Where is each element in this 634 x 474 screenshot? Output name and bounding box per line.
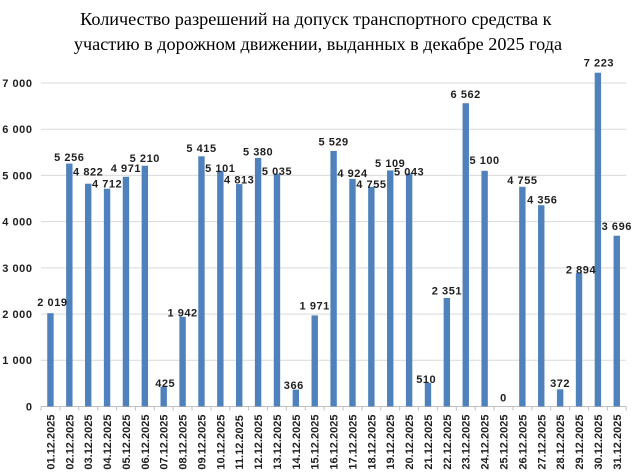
- svg-text:22.12.2025: 22.12.2025: [442, 415, 454, 470]
- svg-text:3 000: 3 000: [2, 263, 32, 275]
- svg-text:1 942: 1 942: [167, 308, 197, 320]
- svg-text:5 100: 5 100: [469, 155, 499, 167]
- svg-text:04.12.2025: 04.12.2025: [102, 415, 114, 470]
- svg-text:16.12.2025: 16.12.2025: [329, 415, 341, 470]
- svg-text:4 755: 4 755: [507, 175, 537, 187]
- svg-text:4 356: 4 356: [527, 195, 557, 207]
- svg-text:19.12.2025: 19.12.2025: [385, 415, 397, 470]
- svg-text:08.12.2025: 08.12.2025: [178, 415, 190, 470]
- svg-text:425: 425: [155, 378, 175, 390]
- svg-text:31.12.2025: 31.12.2025: [612, 415, 624, 470]
- svg-text:0: 0: [500, 392, 507, 404]
- svg-text:4 822: 4 822: [73, 166, 103, 178]
- svg-text:510: 510: [416, 374, 436, 386]
- svg-text:02.12.2025: 02.12.2025: [64, 415, 76, 470]
- svg-text:3 696: 3 696: [602, 221, 632, 233]
- svg-text:4 000: 4 000: [2, 217, 32, 229]
- svg-text:5 000: 5 000: [2, 170, 32, 182]
- svg-text:5 210: 5 210: [130, 153, 160, 165]
- svg-text:30.12.2025: 30.12.2025: [593, 415, 605, 470]
- svg-text:4 712: 4 712: [92, 179, 122, 191]
- svg-text:13.12.2025: 13.12.2025: [272, 415, 284, 470]
- svg-text:5 109: 5 109: [375, 158, 405, 170]
- svg-text:5 415: 5 415: [186, 143, 216, 155]
- svg-text:20.12.2025: 20.12.2025: [404, 415, 416, 470]
- svg-text:7 000: 7 000: [2, 78, 32, 90]
- svg-text:372: 372: [550, 378, 570, 390]
- svg-text:1 000: 1 000: [2, 355, 32, 367]
- svg-text:0: 0: [26, 401, 33, 413]
- svg-text:5 380: 5 380: [243, 147, 273, 159]
- svg-text:11.12.2025: 11.12.2025: [234, 415, 246, 469]
- svg-text:21.12.2025: 21.12.2025: [423, 415, 435, 470]
- svg-text:4 813: 4 813: [224, 175, 254, 187]
- svg-text:15.12.2025: 15.12.2025: [310, 415, 322, 470]
- svg-text:6 000: 6 000: [2, 124, 32, 136]
- svg-text:14.12.2025: 14.12.2025: [291, 415, 303, 470]
- svg-text:17.12.2025: 17.12.2025: [348, 415, 360, 470]
- svg-text:07.12.2025: 07.12.2025: [159, 415, 171, 470]
- svg-text:18.12.2025: 18.12.2025: [366, 415, 378, 470]
- svg-text:6 562: 6 562: [451, 89, 481, 101]
- svg-text:5 035: 5 035: [262, 166, 292, 178]
- svg-text:09.12.2025: 09.12.2025: [197, 415, 209, 470]
- svg-text:5 529: 5 529: [318, 137, 348, 149]
- svg-text:2 000: 2 000: [2, 309, 32, 321]
- svg-text:01.12.2025: 01.12.2025: [45, 415, 57, 470]
- svg-text:28.12.2025: 28.12.2025: [555, 415, 567, 470]
- svg-text:2 894: 2 894: [566, 264, 597, 276]
- svg-text:23.12.2025: 23.12.2025: [461, 415, 473, 470]
- svg-text:29.12.2025: 29.12.2025: [574, 415, 586, 470]
- svg-text:27.12.2025: 27.12.2025: [536, 415, 548, 470]
- svg-text:5 101: 5 101: [205, 163, 235, 175]
- svg-text:1 971: 1 971: [300, 301, 330, 313]
- svg-text:5 043: 5 043: [394, 167, 424, 179]
- svg-text:12.12.2025: 12.12.2025: [253, 415, 265, 470]
- svg-text:участию в дорожном движении, в: участию в дорожном движении, выданных в …: [74, 34, 562, 54]
- svg-text:4 755: 4 755: [356, 179, 386, 191]
- svg-text:2 351: 2 351: [432, 285, 462, 297]
- svg-text:26.12.2025: 26.12.2025: [517, 415, 529, 470]
- svg-text:4 971: 4 971: [111, 163, 141, 175]
- svg-text:5 256: 5 256: [54, 152, 84, 164]
- svg-text:2 019: 2 019: [37, 297, 67, 309]
- svg-text:03.12.2025: 03.12.2025: [83, 415, 95, 470]
- svg-text:Количество разрешений на допус: Количество разрешений на допуск транспор…: [80, 9, 551, 29]
- svg-text:4 924: 4 924: [337, 168, 368, 180]
- svg-text:366: 366: [284, 380, 304, 392]
- svg-text:05.12.2025: 05.12.2025: [121, 415, 133, 470]
- svg-text:24.12.2025: 24.12.2025: [480, 415, 492, 470]
- svg-text:06.12.2025: 06.12.2025: [140, 415, 152, 470]
- svg-text:10.12.2025: 10.12.2025: [215, 415, 227, 470]
- svg-text:25.12.2025: 25.12.2025: [499, 415, 511, 470]
- svg-text:7 223: 7 223: [584, 58, 614, 70]
